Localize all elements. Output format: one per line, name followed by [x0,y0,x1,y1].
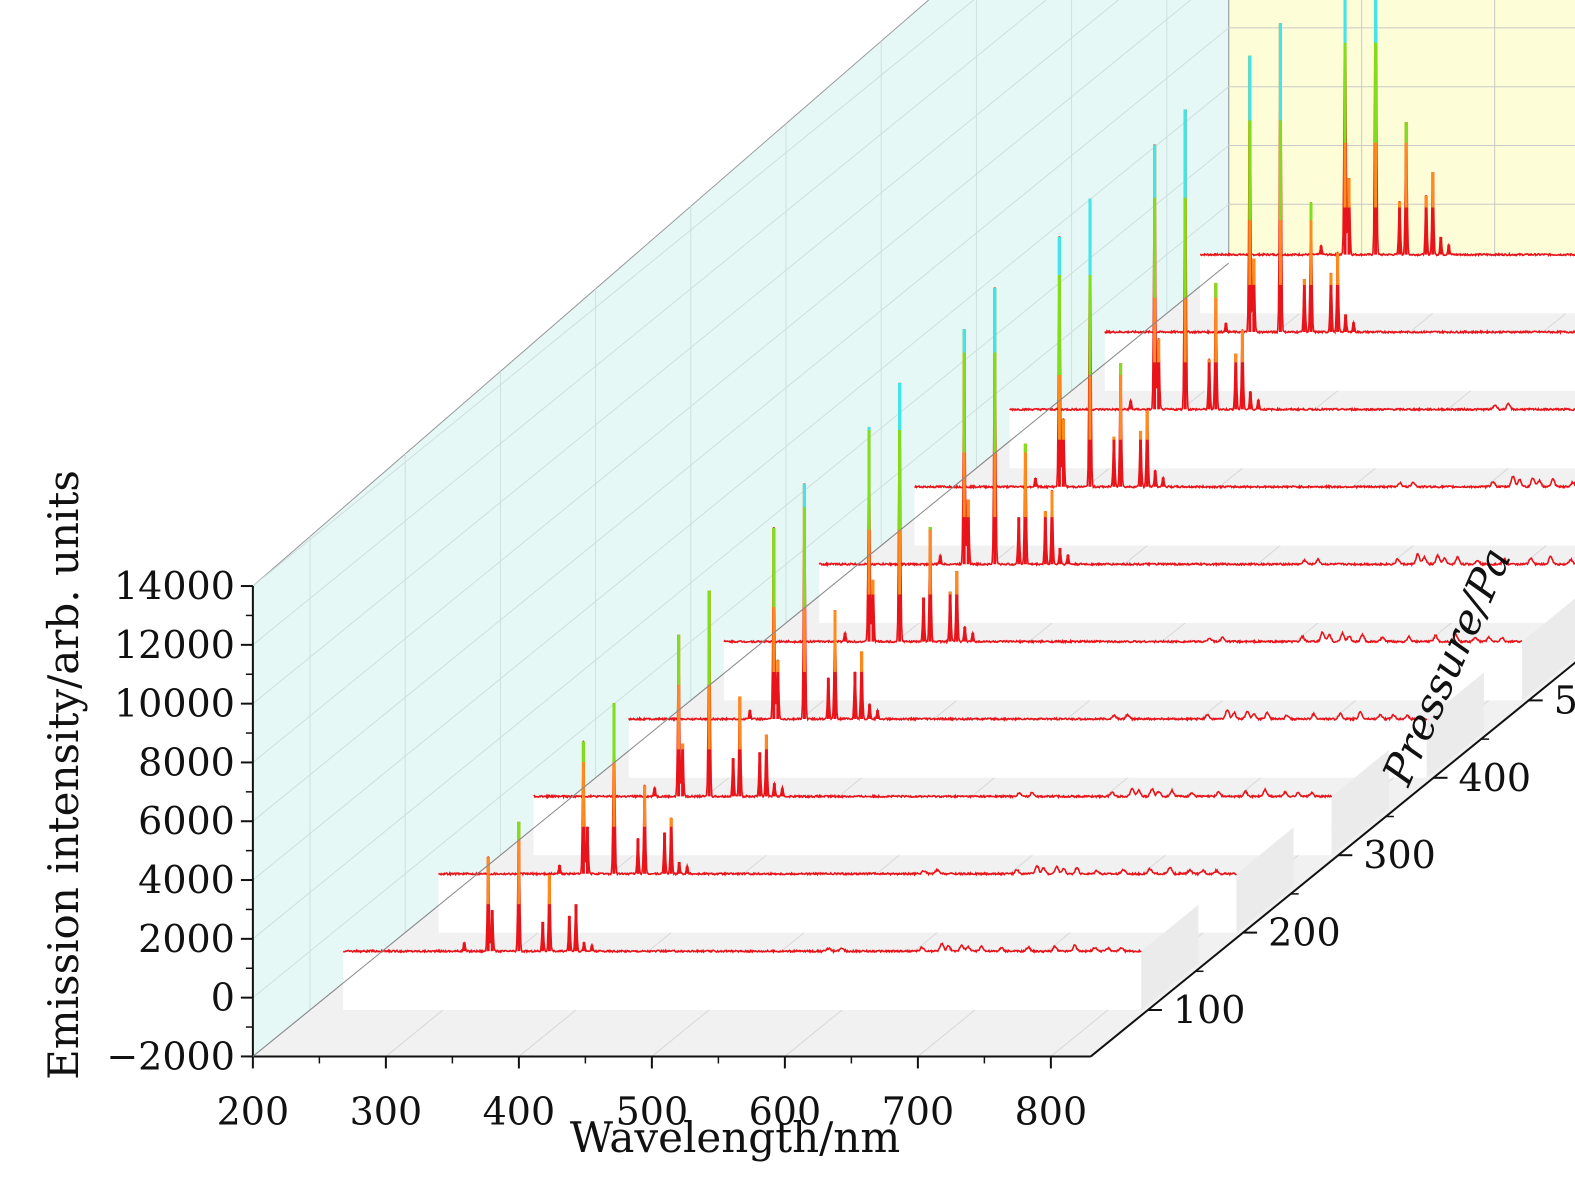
spectrum-line [1104,22,1575,335]
spectrum-line [914,198,1575,490]
z-tick-label: 500 [1554,678,1575,722]
y-tick-label: 12000 [114,623,235,667]
spectrum-line [818,287,1575,568]
x-tick-label: 300 [350,1089,423,1133]
z-tick-label: 200 [1268,911,1341,955]
spectrum-curtain [914,198,1575,546]
back-wall [1228,0,1575,264]
side-wall-gridline [252,203,1229,999]
spectrum-line [1009,109,1575,413]
x-tick-label: 700 [882,1089,955,1133]
y-tick-label: −2000 [106,1034,235,1078]
spectrum-line [1199,0,1575,258]
spectrum-curtain [343,822,1142,1010]
side-wall-gridline [252,0,1120,705]
spectrum-600pa [818,287,1575,623]
axes-group: −2000 0 2000 4000 6000 8000 10000 12000 14000 200… [106,262,1575,1133]
side-wall-gridline [252,0,975,587]
spectrum-200pa [437,703,1294,933]
y-tick-label: 2000 [138,917,235,961]
spectrum-100pa [342,821,1199,1010]
x-tick-label: 500 [616,1089,689,1133]
spectrum-curtain-side [1426,672,1484,778]
spectrum-1000pa [1199,0,1575,314]
spectrum-curtain [438,703,1237,933]
spectrum-curtain-side [1522,598,1575,701]
spectrum-curtain [1200,0,1575,314]
spectrum-line [342,822,1142,955]
spectrum-curtain [1104,22,1575,391]
spectrum-curtain [819,287,1575,623]
spectrum-curtain [1009,109,1575,469]
spectrum-line [533,590,1333,800]
spectrum-curtain-side [1331,749,1389,856]
floor-left-edge [252,262,1229,1057]
spectrum-curtain-side [1236,827,1294,933]
spectrum-line [437,703,1237,877]
side-wall-gridline [252,0,1192,763]
y-tick-label: 8000 [138,740,235,784]
spectrum-500pa [723,382,1575,701]
z-axis-line [1090,661,1575,1058]
side-wall-gridline [252,27,1229,822]
side-wall-gridline [252,0,1047,646]
x-tick-label: 600 [749,1089,822,1133]
y-tick-label: 0 [211,976,235,1020]
spectrum-curtain-side [1141,904,1199,1010]
y-axis-label: Emission intensity/arb. units [39,470,88,1080]
spectrum-line [628,483,1428,722]
chart-walls [252,0,1575,1058]
series-group [342,0,1575,1010]
x-tick-label: 200 [217,1089,290,1133]
y-tick-label: 4000 [138,858,235,902]
spectrum-line [723,383,1523,645]
spectrum-700pa [914,198,1575,546]
spectrum-300pa [533,590,1389,856]
spectrum-900pa [1104,22,1575,391]
side-wall-gridline [252,145,1229,940]
y-tick-label: 10000 [114,682,235,726]
y-tick-label: 14000 [114,564,235,608]
z-tick-label: 300 [1363,833,1436,877]
z-tick-label: 100 [1173,988,1246,1032]
spectrum-800pa [1009,109,1575,469]
y-tick-label: 6000 [138,799,235,843]
x-tick-label: 800 [1015,1089,1088,1133]
z-tick-label: 400 [1459,756,1532,800]
spectrum-400pa [628,483,1484,778]
x-axis-label: Wavelength/nm [570,1113,900,1162]
side-wall-gridline [252,86,1229,881]
x-tick-label: 400 [483,1089,556,1133]
